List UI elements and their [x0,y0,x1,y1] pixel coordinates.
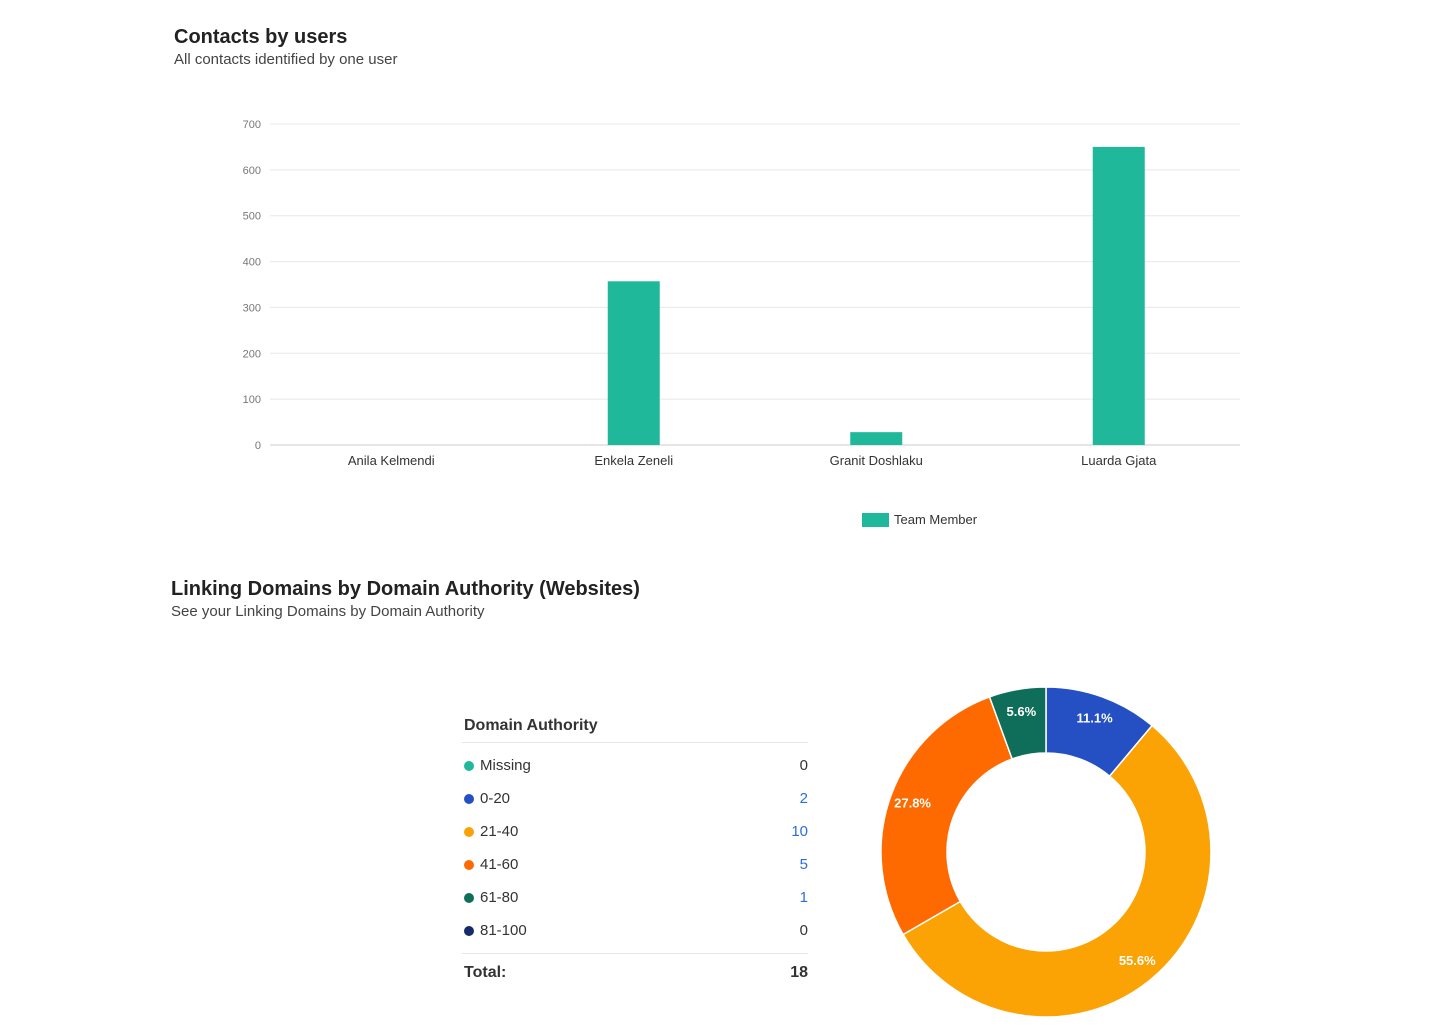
table-row: 0-20 2 [464,788,808,810]
row-value: 0 [799,922,808,939]
x-category-label: Granit Doshlaku [830,453,923,468]
slice-percent-label: 5.6% [1007,704,1037,719]
row-value: 0 [799,757,808,774]
row-value[interactable]: 5 [799,856,808,873]
x-category-label: Enkela Zeneli [594,453,673,468]
table-row: 61-80 1 [464,887,808,909]
table-row: 21-40 10 [464,821,808,843]
table-divider-top [462,742,808,743]
table-row: 81-100 0 [464,920,808,942]
legend-swatch-team-member [862,513,889,527]
y-tick-label: 100 [243,394,261,406]
legend-dot [464,926,474,936]
legend-label-team-member: Team Member [894,512,978,527]
donut-slice-21-40[interactable] [902,724,1212,1018]
table-row: 41-60 5 [464,854,808,876]
contacts-bar-chart: 0 100 200 300 400 500 600 700 Anila Kelmendi Enke… [243,119,1240,468]
contacts-chart-title: Contacts by users [174,26,348,48]
row-label: 41-60 [480,856,519,873]
donut-slice-0-20[interactable] [1045,686,1154,778]
row-label: Missing [480,757,531,774]
y-tick-label: 200 [243,348,261,360]
row-value[interactable]: 10 [791,823,808,840]
row-label: 81-100 [480,922,527,939]
row-label: 61-80 [480,889,519,906]
row-label: 0-20 [480,790,511,807]
y-tick-label: 700 [243,119,261,131]
bar-granit-doshlaku[interactable] [850,432,903,445]
y-tick-label: 300 [243,302,261,314]
donut-slice-61-80[interactable] [988,686,1047,760]
slice-percent-label: 55.6% [1119,953,1156,968]
legend-dot [464,860,474,870]
y-tick-label: 0 [255,440,261,452]
row-value[interactable]: 2 [799,790,808,807]
row-label: 21-40 [480,823,519,840]
y-tick-label: 500 [243,211,261,223]
domain-authority-table-title: Domain Authority [464,717,598,734]
bar-luarda-gjata[interactable] [1092,146,1145,445]
total-label: Total: [464,964,507,981]
legend-dot [464,761,474,771]
y-tick-label: 400 [243,257,261,269]
table-row: Missing 0 [464,755,808,777]
bar-enkela-zeneli[interactable] [607,281,660,445]
slice-percent-label: 27.8% [894,795,931,810]
total-value: 18 [790,964,808,981]
legend-dot [464,794,474,804]
total-row: Total: 18 [464,964,808,982]
legend-dot [464,827,474,837]
contacts-chart-subtitle: All contacts identified by one user [174,51,398,68]
domains-chart-title: Linking Domains by Domain Authority (Web… [171,578,640,600]
legend-dot [464,893,474,903]
donut-slice-41-60[interactable] [880,695,1014,936]
x-category-label: Luarda Gjata [1081,453,1157,468]
table-divider-bottom [462,953,808,954]
slice-percent-label: 11.1% [1076,711,1113,726]
x-category-label: Anila Kelmendi [348,453,435,468]
domains-chart-subtitle: See your Linking Domains by Domain Autho… [171,603,485,620]
row-value[interactable]: 1 [799,889,808,906]
y-tick-label: 600 [243,165,261,177]
